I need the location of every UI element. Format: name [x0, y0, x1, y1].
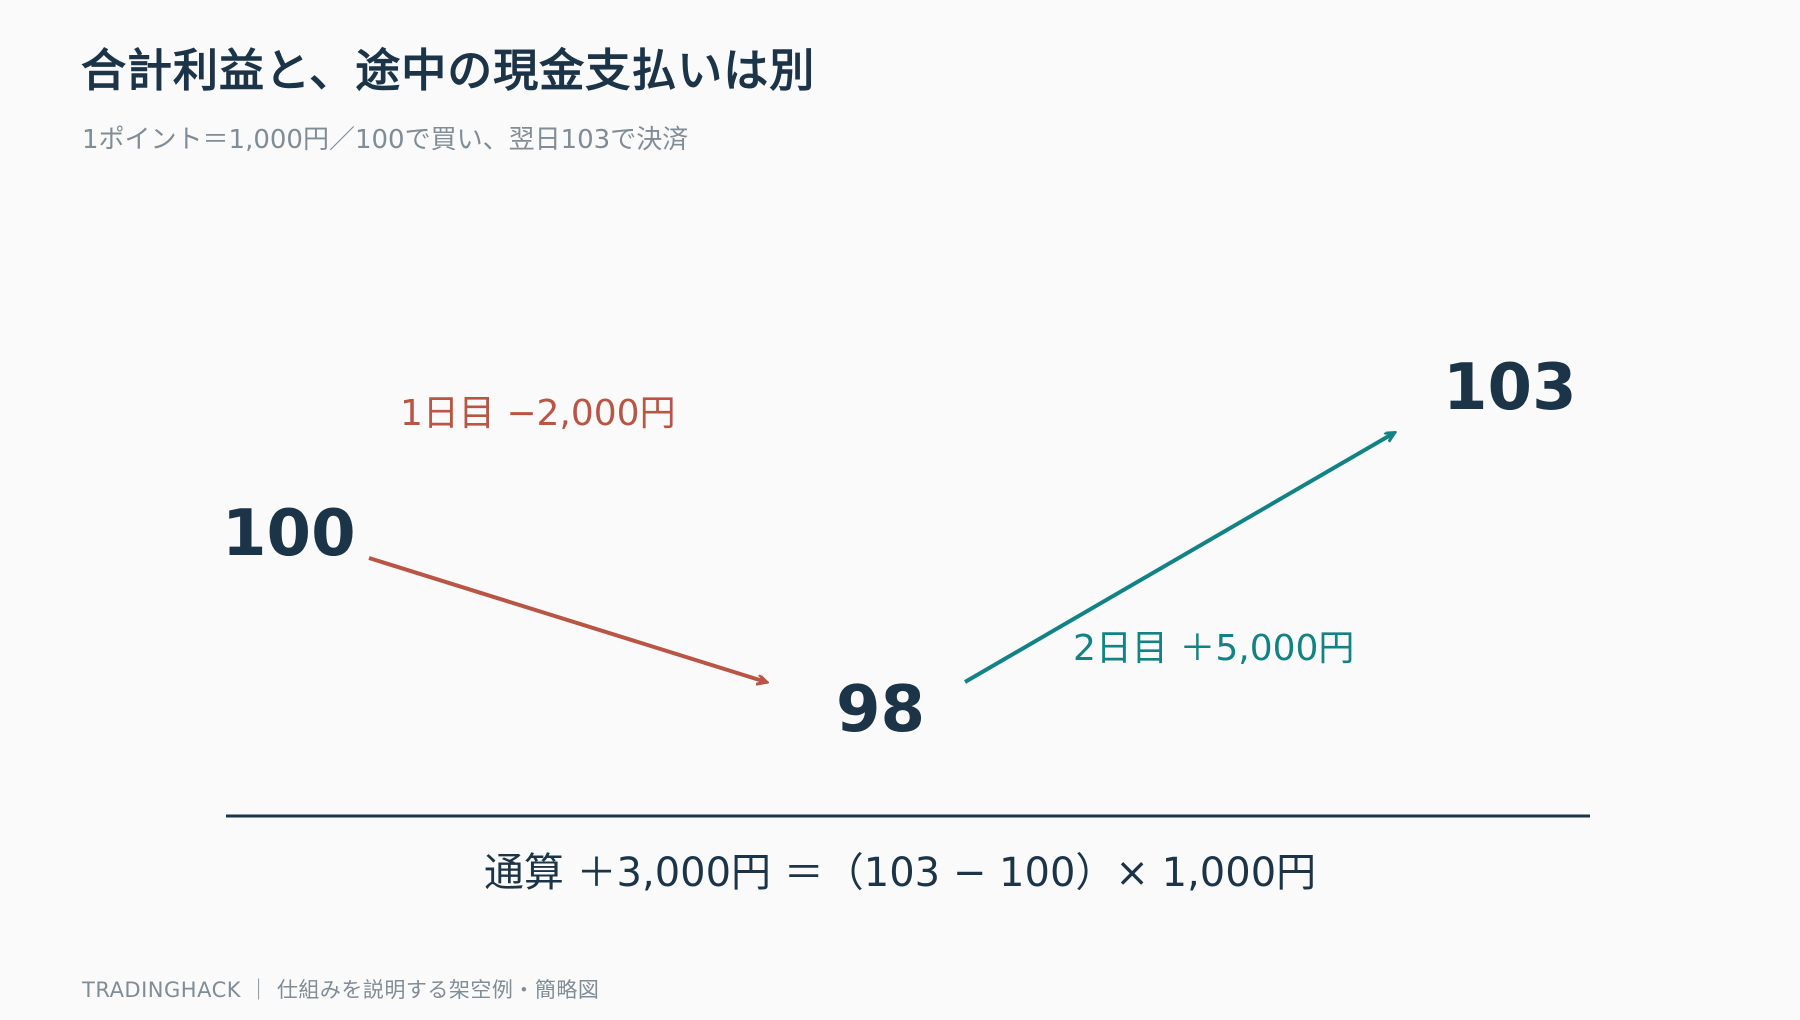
page-title: 合計利益と、途中の現金支払いは別 — [81, 44, 816, 97]
day1-loss-label: 1日目 −2,000円 — [400, 393, 676, 434]
day2-up-arrow — [963, 433, 1394, 684]
day2-gain-label: 2日目 ＋5,000円 — [1073, 628, 1355, 669]
day1-down-arrow — [368, 556, 766, 682]
footer-credit: TRADINGHACK ｜ 仕組みを説明する架空例・簡略図 — [82, 978, 600, 1002]
start-price-value: 100 — [222, 497, 356, 571]
mid-price-value: 98 — [836, 673, 926, 747]
page-subtitle: 1ポイント＝1,000円／100で買い、翌日103で決済 — [82, 125, 689, 155]
total-profit-formula: 通算 ＋3,000円 ＝（103 − 100）× 1,000円 — [483, 850, 1317, 896]
end-price-value: 103 — [1443, 351, 1577, 425]
